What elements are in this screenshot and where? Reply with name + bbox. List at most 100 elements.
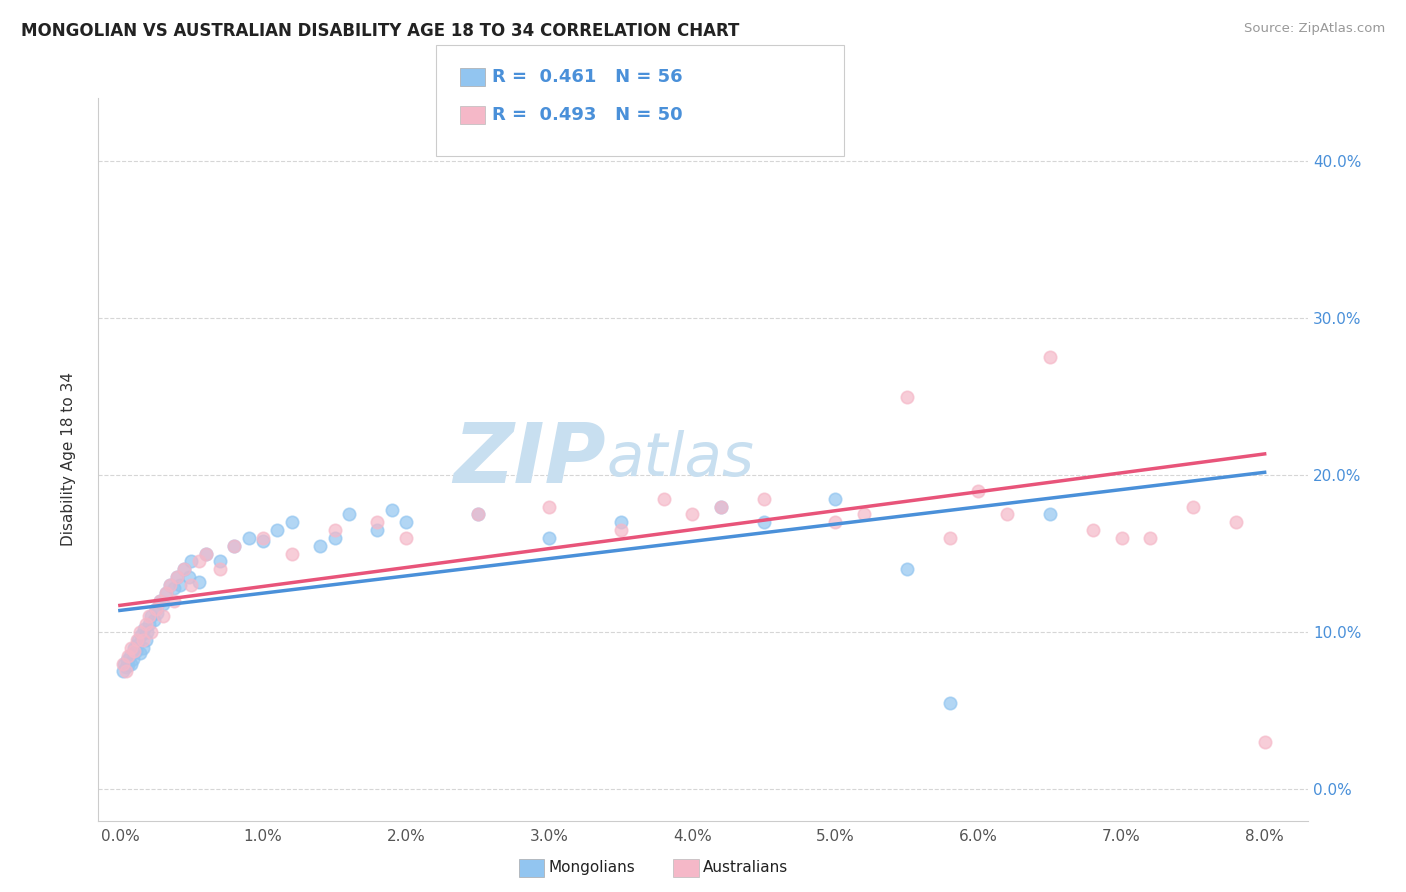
Point xyxy=(118,648,141,663)
Point xyxy=(323,523,346,537)
Point xyxy=(309,539,332,553)
Point xyxy=(159,578,181,592)
Point xyxy=(138,617,160,632)
Point xyxy=(155,586,177,600)
Point xyxy=(112,657,135,671)
Point xyxy=(1039,508,1062,522)
Point xyxy=(609,523,631,537)
Point xyxy=(939,696,962,710)
Point xyxy=(995,508,1018,522)
Point xyxy=(146,607,169,621)
Point xyxy=(710,500,733,514)
Point xyxy=(152,609,174,624)
Point xyxy=(752,515,775,529)
Point xyxy=(166,570,188,584)
Point xyxy=(752,491,775,506)
Point xyxy=(609,515,631,529)
Point xyxy=(1225,515,1247,529)
Text: ZIP: ZIP xyxy=(454,419,606,500)
Point xyxy=(149,593,172,607)
Point xyxy=(194,547,217,561)
Point xyxy=(132,633,155,648)
Point xyxy=(138,609,160,624)
Point xyxy=(187,554,209,568)
Point xyxy=(824,491,846,506)
Point xyxy=(169,578,191,592)
Point xyxy=(166,570,188,584)
Point xyxy=(127,633,149,648)
Point xyxy=(1324,138,1347,153)
Point xyxy=(224,539,246,553)
Point xyxy=(125,638,148,652)
Point xyxy=(111,657,134,671)
Point xyxy=(125,633,148,648)
Point xyxy=(114,665,136,679)
Point xyxy=(117,648,139,663)
Point xyxy=(121,652,143,666)
Point xyxy=(124,644,146,658)
Point xyxy=(173,562,195,576)
Point xyxy=(152,597,174,611)
Point xyxy=(177,570,200,584)
Point xyxy=(180,554,202,568)
Point xyxy=(187,574,209,589)
Point xyxy=(114,659,136,673)
Text: Mongolians: Mongolians xyxy=(548,861,636,875)
Point xyxy=(939,531,962,545)
Point xyxy=(323,531,346,545)
Point xyxy=(538,500,561,514)
Point xyxy=(120,640,142,655)
Point xyxy=(209,562,232,576)
Point xyxy=(381,502,404,516)
Point xyxy=(111,665,134,679)
Point xyxy=(145,601,167,615)
Point xyxy=(155,586,177,600)
Point xyxy=(129,625,152,640)
Point xyxy=(129,646,152,660)
Point xyxy=(117,658,139,673)
Point xyxy=(280,547,302,561)
Point xyxy=(134,622,156,636)
Point xyxy=(122,644,145,658)
Point xyxy=(681,508,703,522)
Point xyxy=(395,531,418,545)
Point xyxy=(896,390,918,404)
Point xyxy=(141,609,163,624)
Point xyxy=(366,515,388,529)
Text: Source: ZipAtlas.com: Source: ZipAtlas.com xyxy=(1244,22,1385,36)
Point xyxy=(337,508,360,522)
Point xyxy=(1253,735,1275,749)
Point xyxy=(132,640,155,655)
Point xyxy=(180,578,202,592)
Point xyxy=(120,657,142,671)
Point xyxy=(224,539,246,553)
Point xyxy=(652,491,675,506)
Point xyxy=(252,534,274,549)
Point xyxy=(136,625,159,640)
Point xyxy=(1081,523,1104,537)
Text: R =  0.461   N = 56: R = 0.461 N = 56 xyxy=(492,68,683,86)
Point xyxy=(395,515,418,529)
Y-axis label: Disability Age 18 to 34: Disability Age 18 to 34 xyxy=(62,372,76,547)
Point xyxy=(135,617,157,632)
Point xyxy=(1039,351,1062,365)
Point xyxy=(194,547,217,561)
Point xyxy=(967,483,990,498)
Text: atlas: atlas xyxy=(606,430,754,489)
Point xyxy=(824,515,846,529)
Point xyxy=(115,653,138,667)
Point xyxy=(135,633,157,648)
Point xyxy=(252,531,274,545)
Point xyxy=(538,531,561,545)
Point xyxy=(280,515,302,529)
Point xyxy=(173,562,195,576)
Point xyxy=(710,500,733,514)
Point xyxy=(163,581,186,595)
Point xyxy=(145,601,167,615)
Point xyxy=(163,593,186,607)
Point xyxy=(122,640,145,655)
Point xyxy=(131,628,153,642)
Point xyxy=(159,578,181,592)
Point xyxy=(149,593,172,607)
Point xyxy=(266,523,288,537)
